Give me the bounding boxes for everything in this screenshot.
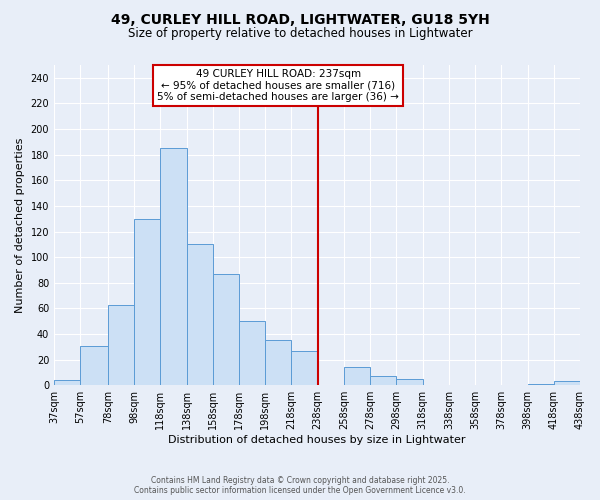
X-axis label: Distribution of detached houses by size in Lightwater: Distribution of detached houses by size …	[168, 435, 466, 445]
Bar	[344, 368, 370, 385]
Bar	[80, 346, 108, 385]
Bar	[370, 376, 397, 385]
Bar	[292, 350, 317, 385]
Bar	[54, 380, 80, 385]
Bar	[213, 274, 239, 385]
Text: Size of property relative to detached houses in Lightwater: Size of property relative to detached ho…	[128, 28, 472, 40]
Bar	[134, 218, 160, 385]
Bar	[265, 340, 292, 385]
Bar	[108, 304, 134, 385]
Bar	[527, 384, 554, 385]
Bar	[397, 379, 422, 385]
Y-axis label: Number of detached properties: Number of detached properties	[15, 138, 25, 313]
Text: 49, CURLEY HILL ROAD, LIGHTWATER, GU18 5YH: 49, CURLEY HILL ROAD, LIGHTWATER, GU18 5…	[110, 12, 490, 26]
Bar	[239, 321, 265, 385]
Text: 49 CURLEY HILL ROAD: 237sqm
← 95% of detached houses are smaller (716)
5% of sem: 49 CURLEY HILL ROAD: 237sqm ← 95% of det…	[157, 69, 399, 102]
Text: Contains HM Land Registry data © Crown copyright and database right 2025.
Contai: Contains HM Land Registry data © Crown c…	[134, 476, 466, 495]
Bar	[554, 382, 580, 385]
Bar	[160, 148, 187, 385]
Bar	[187, 244, 213, 385]
